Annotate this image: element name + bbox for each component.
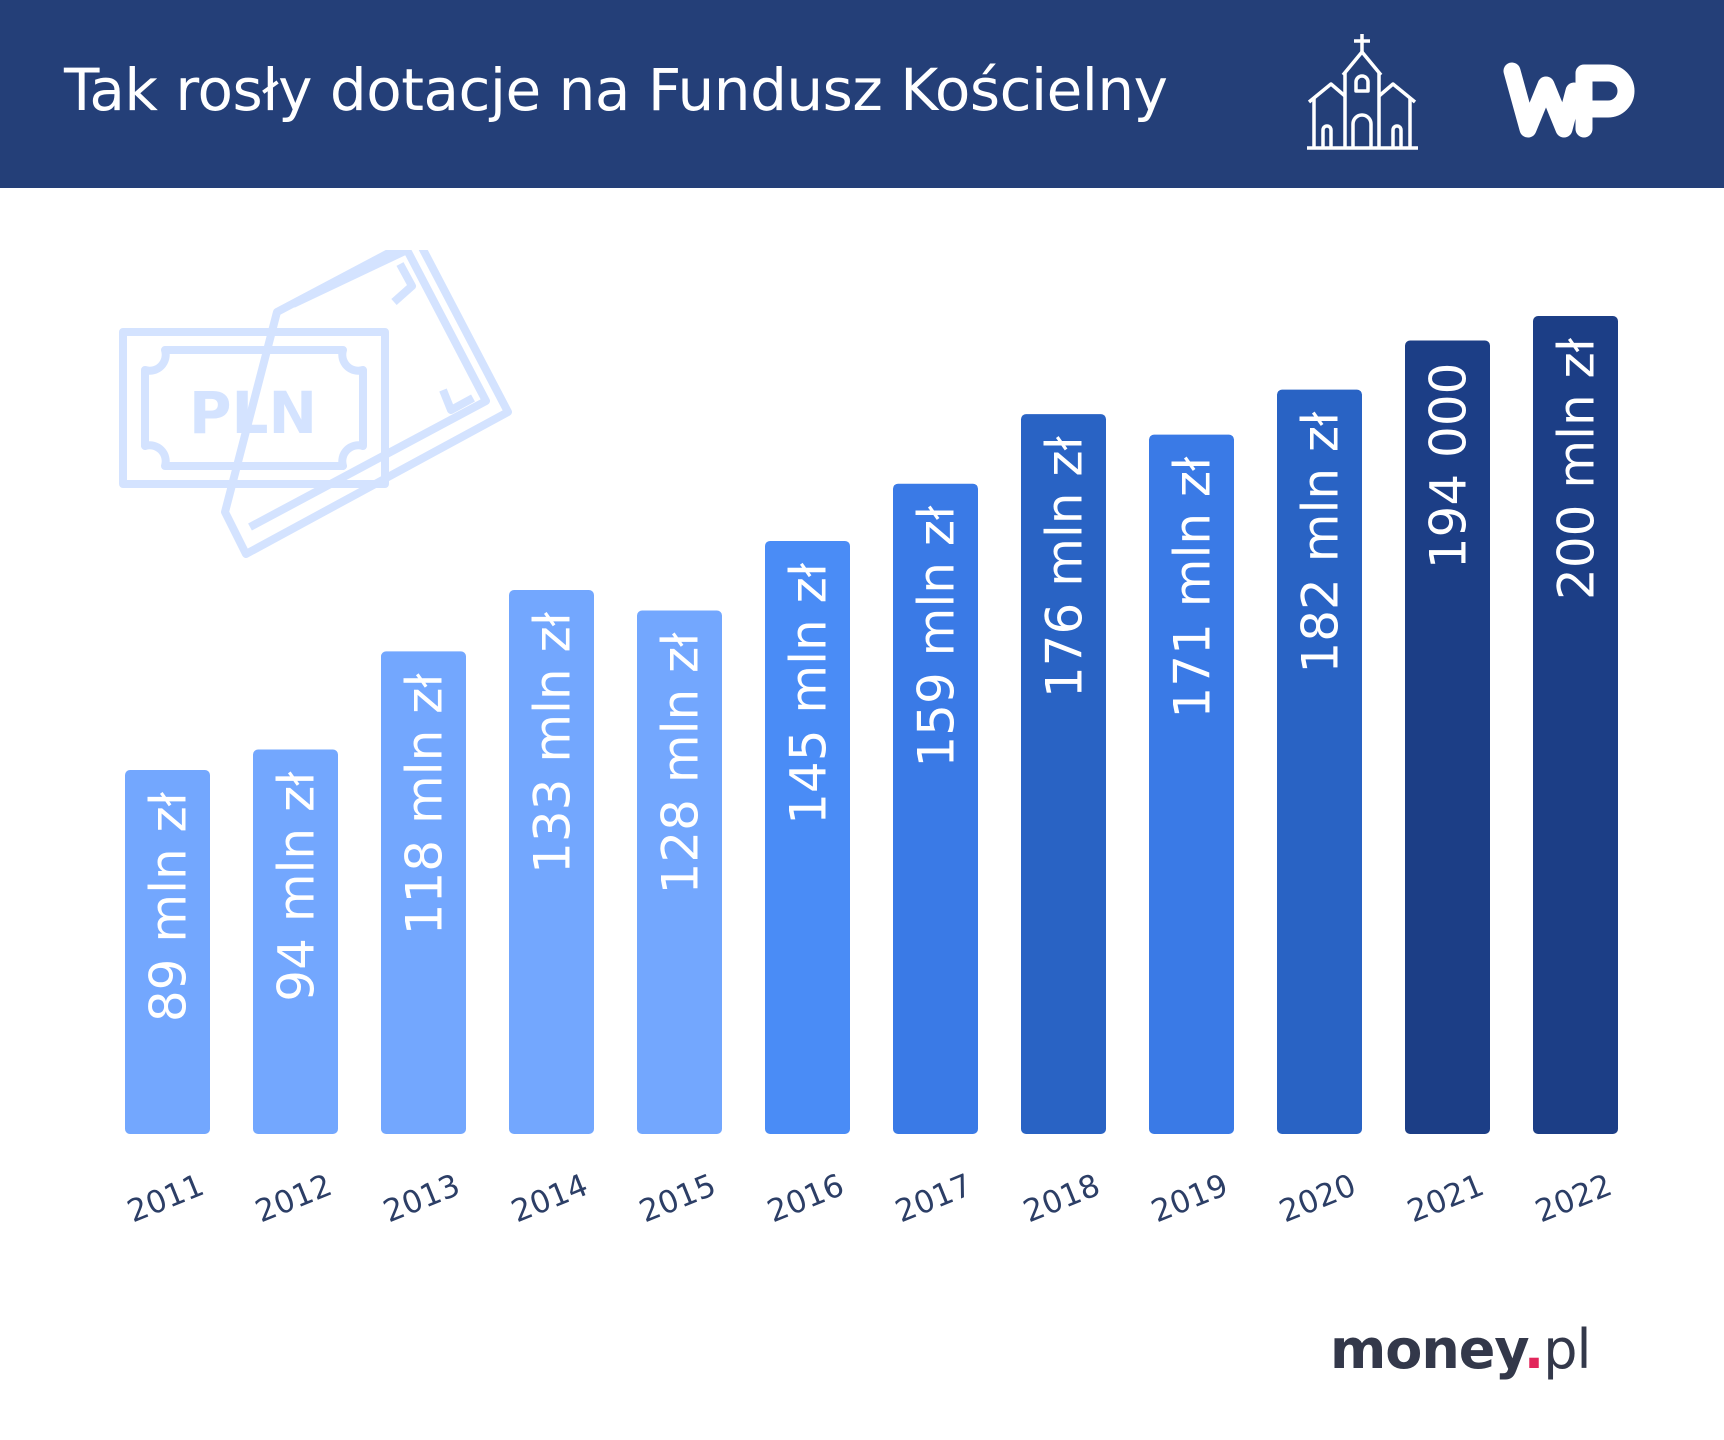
banknote-text: PLN <box>189 379 317 447</box>
bar-2012 <box>253 749 338 1134</box>
bar-value-label: 159 mln zł <box>908 505 966 768</box>
header-banner: Tak rosły dotacje na Fundusz Kościelny <box>0 0 1724 188</box>
wp-logo <box>1503 62 1635 138</box>
brand-name: money <box>1330 1318 1525 1381</box>
bar-2011 <box>125 769 210 1134</box>
bar-2021 <box>1405 340 1490 1134</box>
bar-2017 <box>893 483 978 1134</box>
x-tick-label: 2020 <box>1274 1167 1361 1230</box>
bar-value-label: 200 mln zł <box>1548 337 1606 600</box>
bar-value-label: 145 mln zł <box>780 562 838 825</box>
bar-value-label: 176 mln zł <box>1036 435 1094 698</box>
brand-tld: pl <box>1543 1318 1591 1381</box>
x-tick-label: 2012 <box>250 1167 337 1230</box>
x-tick-label: 2016 <box>762 1167 849 1230</box>
money-pl-logo: money.pl <box>1330 1318 1591 1381</box>
bar-value-label: 118 mln zł <box>396 673 454 936</box>
bar-2013 <box>381 651 466 1134</box>
bar-value-label: 94 mln zł <box>268 771 326 1002</box>
x-tick-label: 2017 <box>890 1167 977 1230</box>
x-tick-label: 2018 <box>1018 1167 1105 1230</box>
banknote-icon: PLN <box>119 250 512 558</box>
x-tick-label: 2011 <box>122 1167 209 1230</box>
bar-2014 <box>509 590 594 1134</box>
bar-value-label: 133 mln zł <box>524 611 582 874</box>
bar-chart: 89 mln zł 2011 94 mln zł 2012 118 mln zł 2013… <box>122 316 1618 1230</box>
bar-value-label: 182 mln zł <box>1292 411 1350 674</box>
x-tick-label: 2014 <box>506 1167 593 1230</box>
brand-dot: . <box>1523 1318 1544 1381</box>
bar-value-label: 89 mln zł <box>140 791 198 1022</box>
x-tick-label: 2015 <box>634 1167 721 1230</box>
x-tick-label: 2021 <box>1402 1167 1489 1230</box>
x-tick-label: 2013 <box>378 1167 465 1230</box>
bar-2018 <box>1021 414 1106 1134</box>
bar-2015 <box>637 610 722 1134</box>
bar-2016 <box>765 540 850 1134</box>
x-tick-label: 2019 <box>1146 1167 1233 1230</box>
bar-2019 <box>1149 434 1234 1134</box>
bar-value-label: 128 mln zł <box>652 632 710 895</box>
bar-2022 <box>1533 316 1618 1134</box>
bar-2020 <box>1277 389 1362 1134</box>
church-icon <box>1307 34 1418 150</box>
bar-value-label: 171 mln zł <box>1164 456 1222 719</box>
page-title: Tak rosły dotacje na Fundusz Kościelny <box>64 56 1168 124</box>
x-tick-label: 2022 <box>1530 1167 1617 1230</box>
bar-value-label: 194 000 <box>1420 363 1478 570</box>
